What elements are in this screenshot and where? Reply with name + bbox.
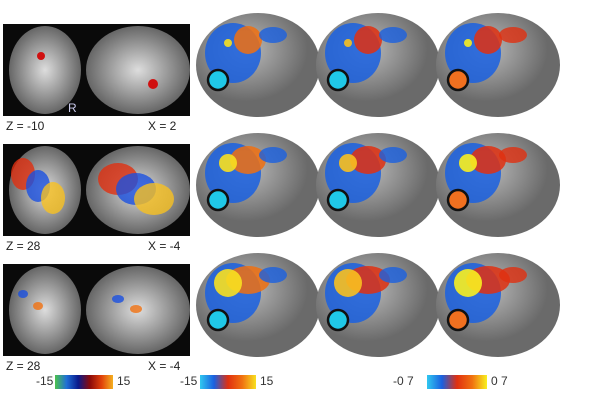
sagittal-coordinate-label: X = -4 [148, 359, 181, 373]
brain-surface [196, 13, 320, 117]
brain-surface [436, 13, 560, 117]
colorbar1-min: -15 [36, 374, 54, 388]
axial-coordinate-label: Z = 28 [6, 359, 41, 373]
seed-roi-circle [206, 188, 230, 212]
colorbar3 [427, 375, 487, 389]
brain-surface [316, 133, 440, 237]
sagittal-coordinate-label: X = -4 [148, 239, 181, 253]
brain-surface [436, 133, 560, 237]
slice-panel [3, 264, 190, 356]
axial-slice [9, 266, 81, 354]
seed-roi-circle [326, 308, 350, 332]
slice-panel [3, 144, 190, 236]
colorbar1 [55, 375, 113, 389]
brain-surface [196, 253, 320, 357]
seed-roi-circle [206, 308, 230, 332]
seed-roi-circle [326, 188, 350, 212]
seed-roi-circle [206, 68, 230, 92]
axial-slice [9, 26, 81, 114]
axial-coordinate-label: Z = 28 [6, 239, 41, 253]
brain-surface [316, 13, 440, 117]
sagittal-slice [86, 26, 190, 114]
colorbar2 [200, 375, 256, 389]
sagittal-coordinate-label: X = 2 [148, 119, 177, 133]
slice-panel: R [3, 24, 190, 116]
brain-surface [316, 253, 440, 357]
axial-coordinate-label: Z = -10 [6, 119, 45, 133]
colorbar3-max: 0 7 [491, 374, 508, 388]
seed-roi-circle [326, 68, 350, 92]
seed-roi-circle [446, 68, 470, 92]
brain-surface [196, 133, 320, 237]
seed-roi-circle [446, 308, 470, 332]
hemisphere-marker: R [68, 101, 77, 115]
seed-roi-circle [446, 188, 470, 212]
cortical-surface-maps [196, 13, 560, 357]
colorbar2-max: 15 [260, 374, 274, 388]
colorbar2-min: -15 [180, 374, 198, 388]
brain-surface [436, 253, 560, 357]
colorbar3-min: -0 7 [393, 374, 414, 388]
colorbar1-max: 15 [117, 374, 131, 388]
